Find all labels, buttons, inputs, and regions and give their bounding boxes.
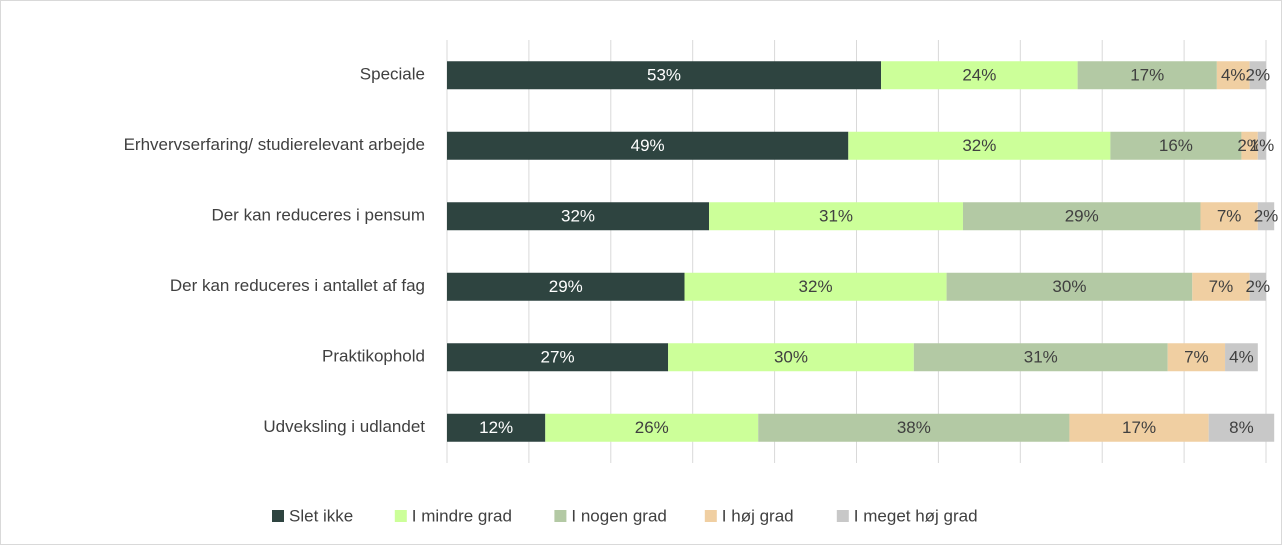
data-label: 7% (1217, 207, 1242, 226)
bar-segment (913, 343, 1168, 372)
bar-segment (962, 202, 1201, 231)
bar-segment (1257, 131, 1266, 160)
data-label: 2% (1246, 66, 1271, 85)
data-label: 2% (1237, 136, 1262, 155)
category-label: Speciale (360, 65, 425, 84)
legend-label: I mindre grad (412, 506, 512, 525)
data-label: 12% (479, 418, 513, 437)
data-label: 30% (774, 348, 808, 367)
bar-segment (946, 272, 1193, 301)
bar-segment (1110, 131, 1242, 160)
data-label: 32% (962, 136, 996, 155)
bar-segment (758, 413, 1070, 442)
data-label: 1% (1250, 136, 1275, 155)
data-label: 53% (647, 66, 681, 85)
legend-swatch (554, 510, 567, 522)
legend-label: I høj grad (722, 506, 794, 525)
bar-segment (1249, 272, 1266, 301)
bar-segment (668, 343, 914, 372)
bar-segment (1216, 61, 1250, 90)
legend-label: Slet ikke (289, 506, 353, 525)
data-label: 27% (541, 348, 575, 367)
data-label: 38% (897, 418, 931, 437)
bar-segment (1208, 413, 1275, 442)
data-label: 7% (1209, 277, 1234, 296)
bar-segment (1077, 61, 1217, 90)
data-label: 31% (819, 207, 853, 226)
legend-label: I nogen grad (571, 506, 666, 525)
data-label: 24% (962, 66, 996, 85)
legend-swatch (836, 510, 849, 522)
data-label: 16% (1159, 136, 1193, 155)
data-label: 32% (799, 277, 833, 296)
bar-segment (447, 343, 669, 372)
category-label: Der kan reduceres i antallet af fag (170, 276, 425, 295)
bar-segment (1257, 202, 1275, 231)
bar-segment (447, 272, 685, 301)
data-label: 4% (1221, 66, 1246, 85)
data-label: 49% (631, 136, 665, 155)
category-label: Erhvervserfaring/ studierelevant arbejde (124, 135, 425, 154)
bar-segment (1241, 131, 1258, 160)
bar-segment (881, 61, 1078, 90)
bar-segment (545, 413, 759, 442)
bar-segment (1167, 343, 1226, 372)
legend-label: I meget høj grad (854, 506, 978, 525)
bar-segment (1225, 343, 1258, 372)
bar-segment (684, 272, 947, 301)
data-label: 7% (1184, 348, 1209, 367)
bar-segment (1200, 202, 1258, 231)
category-label: Udveksling i udlandet (263, 417, 425, 436)
bar-segment (447, 413, 546, 442)
bar-segment (1069, 413, 1209, 442)
data-label: 17% (1122, 418, 1156, 437)
data-label: 31% (1024, 348, 1058, 367)
legend-swatch (272, 510, 284, 522)
data-label: 2% (1254, 207, 1279, 226)
bar-segment (447, 131, 849, 160)
bar-segment (447, 61, 882, 90)
legend-swatch (704, 510, 717, 522)
bar-segment (447, 202, 710, 231)
category-label: Der kan reduceres i pensum (211, 206, 425, 225)
data-label: 8% (1229, 418, 1254, 437)
data-label: 4% (1229, 348, 1254, 367)
data-label: 30% (1052, 277, 1086, 296)
data-label: 32% (561, 207, 595, 226)
bar-segment (709, 202, 963, 231)
bar-segment (848, 131, 1111, 160)
category-label: Praktikophold (322, 347, 425, 366)
data-label: 29% (1065, 207, 1099, 226)
data-label: 26% (635, 418, 669, 437)
data-label: 2% (1246, 277, 1271, 296)
bar-segment (1192, 272, 1250, 301)
legend-swatch (394, 510, 407, 522)
data-label: 17% (1130, 66, 1164, 85)
bar-segment (1249, 61, 1266, 90)
data-label: 29% (549, 277, 583, 296)
